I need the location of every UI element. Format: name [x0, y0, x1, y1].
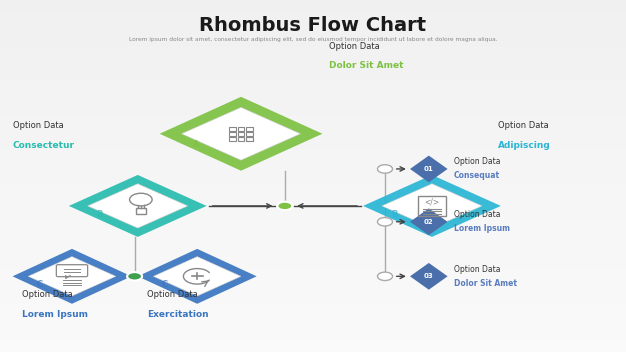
- Text: Option Data: Option Data: [329, 42, 379, 51]
- Text: </>: </>: [424, 198, 439, 207]
- Text: 02: 02: [424, 219, 434, 225]
- Polygon shape: [153, 257, 241, 296]
- Circle shape: [127, 272, 142, 281]
- Polygon shape: [28, 257, 116, 296]
- Text: Option Data: Option Data: [454, 210, 500, 219]
- Circle shape: [377, 165, 393, 173]
- Bar: [229, 127, 235, 131]
- Text: Consectetur: Consectetur: [13, 140, 74, 150]
- Polygon shape: [13, 249, 131, 304]
- Bar: [229, 132, 235, 136]
- Text: 01: 01: [424, 166, 434, 172]
- Text: Rhombus Flow Chart: Rhombus Flow Chart: [200, 16, 426, 35]
- Text: Option Data: Option Data: [13, 121, 63, 130]
- Bar: [238, 132, 244, 136]
- Text: B: B: [96, 210, 103, 219]
- Polygon shape: [88, 184, 188, 228]
- Bar: [229, 137, 235, 141]
- Bar: [246, 137, 253, 141]
- Polygon shape: [382, 184, 482, 228]
- Text: Adipiscing: Adipiscing: [498, 140, 550, 150]
- Polygon shape: [363, 175, 501, 237]
- Text: Dolor Sit Amet: Dolor Sit Amet: [329, 61, 403, 70]
- Polygon shape: [410, 156, 448, 182]
- Circle shape: [377, 218, 393, 226]
- Bar: [246, 137, 253, 141]
- Text: 03: 03: [424, 273, 434, 279]
- Circle shape: [377, 272, 393, 281]
- Polygon shape: [160, 97, 322, 171]
- Text: Exercitation: Exercitation: [147, 309, 208, 319]
- Polygon shape: [138, 249, 257, 304]
- Text: Option Data: Option Data: [147, 290, 198, 299]
- Text: Lorem Ipsum: Lorem Ipsum: [454, 224, 510, 233]
- Text: Option Data: Option Data: [454, 157, 500, 166]
- Bar: [238, 137, 244, 141]
- Polygon shape: [69, 175, 207, 237]
- Text: Consequat: Consequat: [454, 171, 500, 181]
- Polygon shape: [182, 107, 300, 160]
- Text: Option Data: Option Data: [22, 290, 73, 299]
- Bar: [246, 132, 253, 136]
- Text: Lorem Ipsum: Lorem Ipsum: [22, 309, 88, 319]
- Text: B: B: [391, 210, 398, 219]
- Circle shape: [277, 202, 292, 210]
- Bar: [238, 127, 244, 131]
- Text: Option Data: Option Data: [498, 121, 548, 130]
- Text: C: C: [36, 279, 43, 289]
- Bar: [246, 127, 253, 131]
- Polygon shape: [410, 208, 448, 235]
- Text: A: A: [193, 140, 200, 149]
- Text: Option Data: Option Data: [454, 265, 500, 274]
- Text: Dolor Sit Amet: Dolor Sit Amet: [454, 279, 517, 288]
- Bar: [418, 196, 446, 216]
- Polygon shape: [410, 263, 448, 290]
- Text: Lorem ipsum dolor sit amet, consectetur adipiscing elit, sed do eiusmod tempor i: Lorem ipsum dolor sit amet, consectetur …: [129, 37, 497, 42]
- Text: C: C: [162, 279, 168, 289]
- Bar: [136, 208, 146, 214]
